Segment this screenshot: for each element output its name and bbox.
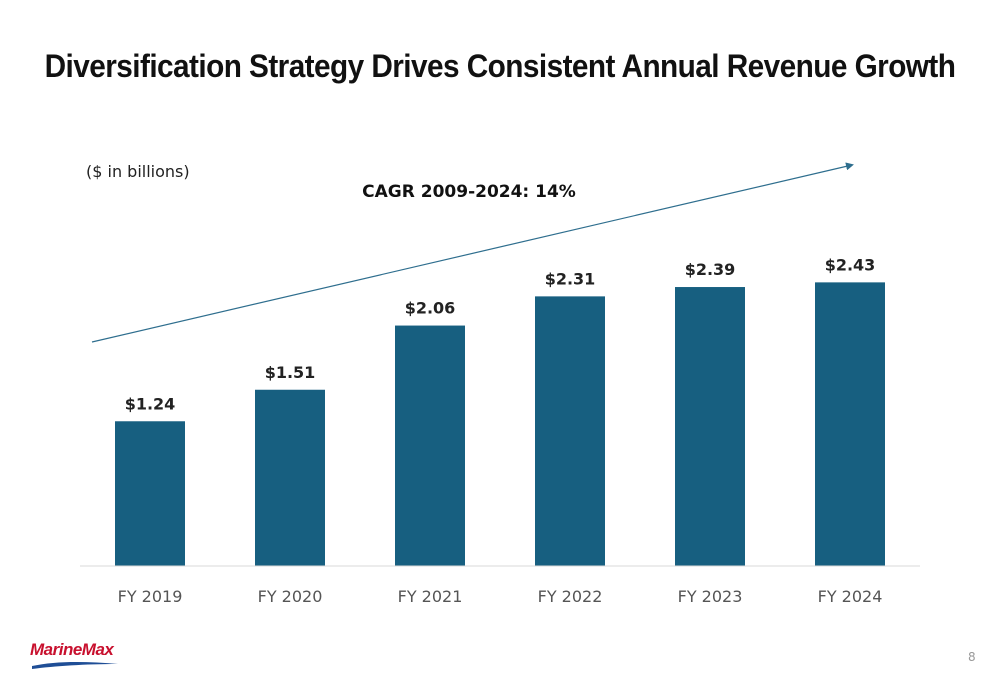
data-label: $2.39 — [685, 260, 736, 279]
x-tick-label: FY 2023 — [678, 587, 743, 606]
slide-title: Diversification Strategy Drives Consiste… — [44, 48, 956, 84]
data-label: $2.43 — [825, 255, 876, 274]
cagr-trend-arrow — [91, 162, 854, 343]
units-note: ($ in billions) — [86, 162, 190, 181]
bar-fy-2023 — [675, 287, 745, 566]
x-tick-label: FY 2022 — [538, 587, 603, 606]
logo-swoosh-icon — [32, 661, 118, 669]
bar-fy-2021 — [395, 325, 465, 566]
data-label: $2.31 — [545, 269, 596, 288]
logo-text: MarineMax — [30, 640, 114, 659]
x-tick-label: FY 2019 — [118, 587, 183, 606]
x-tick-labels: FY 2019 FY 2020 FY 2021 FY 2022 FY 2023 FY 20… — [118, 587, 883, 606]
data-label: $1.24 — [125, 394, 176, 413]
bars-layer: $1.24 $1.51 $2.06 $2.31 $2.39 $2.43 — [115, 255, 885, 566]
bar-fy-2019 — [115, 421, 185, 566]
bar-fy-2022 — [535, 296, 605, 566]
x-tick-label: FY 2021 — [398, 587, 463, 606]
x-tick-label: FY 2020 — [258, 587, 323, 606]
bar-fy-2024 — [815, 282, 885, 566]
page-number: 8 — [968, 650, 976, 664]
x-tick-label: FY 2024 — [818, 587, 883, 606]
data-label: $2.06 — [405, 299, 456, 318]
marinemax-logo: MarineMax — [30, 640, 114, 660]
bar-fy-2020 — [255, 389, 325, 566]
cagr-annotation: CAGR 2009-2024: 14% — [362, 182, 576, 202]
data-label: $1.51 — [265, 363, 316, 382]
